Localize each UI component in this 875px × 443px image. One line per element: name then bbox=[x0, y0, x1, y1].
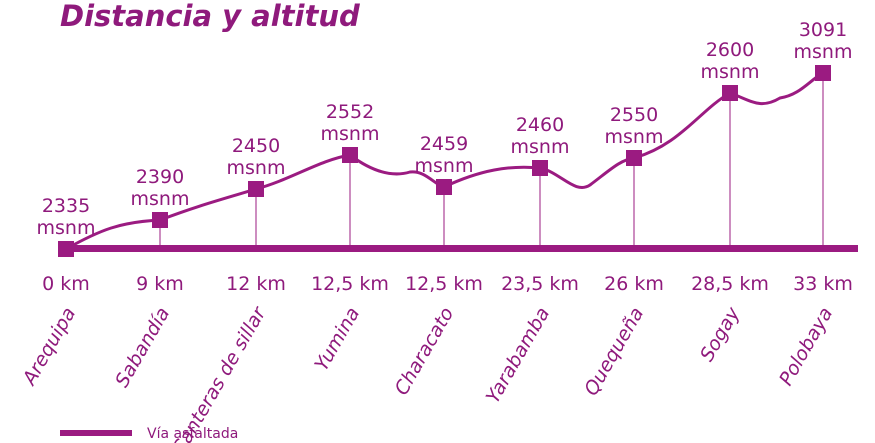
station-name: Canteras de sillar bbox=[168, 302, 271, 443]
station-name: Sabandía bbox=[111, 304, 174, 392]
altitude: 2460 bbox=[516, 114, 564, 136]
station-marker bbox=[342, 147, 358, 163]
distance: 26 km bbox=[604, 273, 664, 295]
altitude-unit: msnm bbox=[321, 123, 380, 145]
altitude: 2335 bbox=[42, 195, 90, 217]
baseline bbox=[60, 245, 858, 252]
altitude: 2450 bbox=[232, 135, 280, 157]
station-marker bbox=[815, 65, 831, 81]
altitude: 2390 bbox=[136, 166, 184, 188]
altitude-unit: msnm bbox=[131, 188, 190, 210]
altitude-unit: msnm bbox=[511, 136, 570, 158]
distance: 12,5 km bbox=[311, 273, 389, 295]
station-name: Arequipa bbox=[17, 304, 80, 391]
station-marker bbox=[58, 241, 74, 257]
distance: 0 km bbox=[42, 273, 90, 295]
legend-swatch bbox=[60, 430, 132, 436]
station-name: Polobaya bbox=[775, 304, 837, 390]
altitude-unit: msnm bbox=[227, 157, 286, 179]
station-marker bbox=[248, 181, 264, 197]
distance: 23,5 km bbox=[501, 273, 579, 295]
station-name: Characato bbox=[390, 304, 458, 400]
station-marker bbox=[722, 85, 738, 101]
altitude-unit: msnm bbox=[415, 155, 474, 177]
altitude: 2459 bbox=[420, 133, 468, 155]
station-marker bbox=[626, 150, 642, 166]
altitude-unit: msnm bbox=[794, 41, 853, 63]
station-name: Yumina bbox=[311, 304, 365, 375]
altitude: 2552 bbox=[326, 101, 374, 123]
altitude-unit: msnm bbox=[701, 61, 760, 83]
distance: 33 km bbox=[793, 273, 853, 295]
altitude: 2600 bbox=[706, 39, 754, 61]
altitude-unit: msnm bbox=[605, 126, 664, 148]
altitude: 2550 bbox=[610, 104, 658, 126]
station-marker bbox=[532, 160, 548, 176]
altitude: 3091 bbox=[799, 19, 847, 41]
distance: 12,5 km bbox=[405, 273, 483, 295]
station-marker bbox=[152, 212, 168, 228]
title: Distancia y altitud bbox=[60, 0, 360, 33]
station-name: Sogay bbox=[696, 303, 745, 365]
distance: 9 km bbox=[136, 273, 184, 295]
altitude-unit: msnm bbox=[37, 217, 96, 239]
station-name: Quequeña bbox=[580, 304, 648, 400]
distance: 12 km bbox=[226, 273, 286, 295]
legend-label: Vía asfaltada bbox=[147, 426, 238, 442]
station-marker bbox=[436, 179, 452, 195]
distance: 28,5 km bbox=[691, 273, 769, 295]
station-name: Yarabamba bbox=[482, 304, 554, 408]
